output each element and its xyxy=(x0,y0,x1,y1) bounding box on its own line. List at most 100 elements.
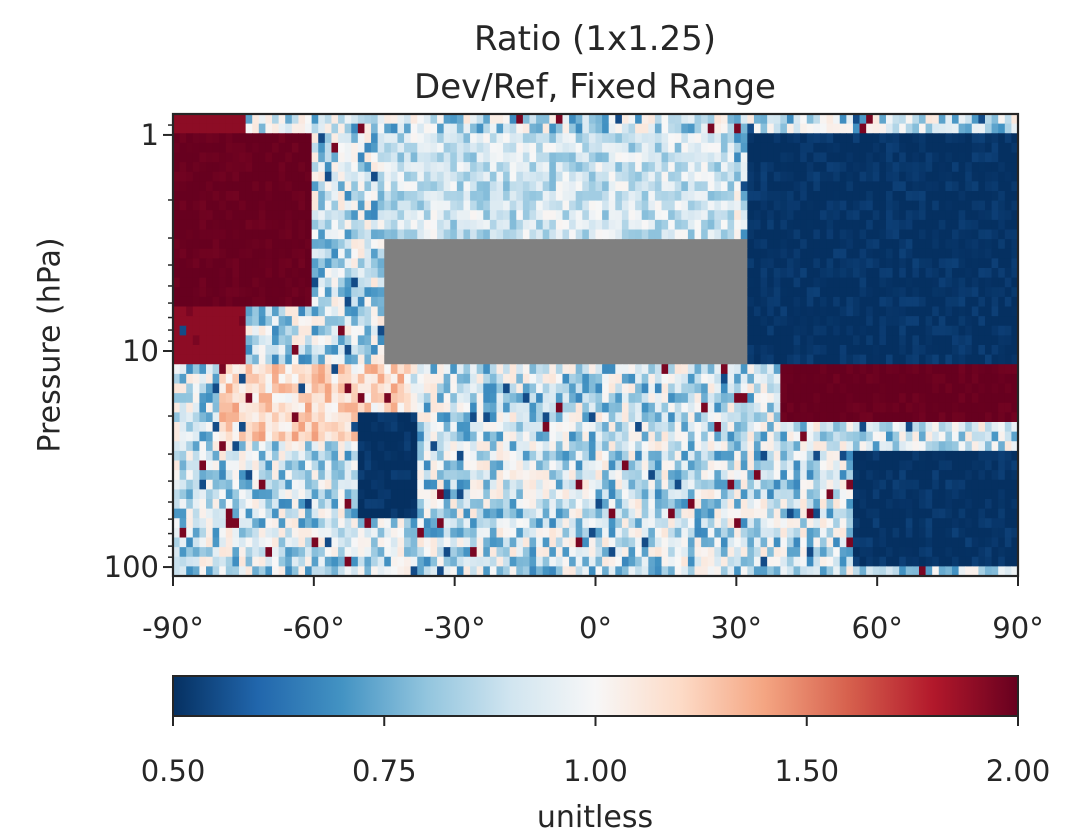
heatmap-cell xyxy=(780,123,788,134)
heatmap-cell xyxy=(192,364,200,375)
heatmap-cell xyxy=(476,277,484,288)
heatmap-cell xyxy=(905,239,913,250)
heatmap-cell xyxy=(489,219,498,231)
heatmap-cell xyxy=(278,470,286,481)
heatmap-cell xyxy=(833,393,841,404)
heatmap-cell xyxy=(272,422,280,433)
heatmap-cell xyxy=(509,306,517,317)
heatmap-cell xyxy=(588,402,597,413)
heatmap-cell xyxy=(192,239,200,250)
heatmap-cell xyxy=(555,181,564,192)
heatmap-cell xyxy=(357,306,366,317)
heatmap-cell xyxy=(206,450,214,462)
heatmap-cell xyxy=(661,200,669,211)
heatmap-cell xyxy=(272,316,280,327)
heatmap-cell xyxy=(681,335,689,346)
heatmap-cell xyxy=(998,316,1006,327)
heatmap-cell xyxy=(892,470,900,481)
heatmap-cell xyxy=(377,393,385,404)
heatmap-cell xyxy=(859,402,867,413)
heatmap-cell xyxy=(192,219,200,231)
heatmap-cell xyxy=(239,364,247,375)
heatmap-cell xyxy=(885,123,894,134)
heatmap-cell xyxy=(219,364,227,375)
heatmap-cell xyxy=(984,287,993,298)
heatmap-cell xyxy=(945,354,953,365)
heatmap-cell xyxy=(892,402,900,413)
heatmap-cell xyxy=(483,460,491,471)
heatmap-cell xyxy=(800,335,808,346)
heatmap-cell xyxy=(984,441,993,452)
heatmap-cell xyxy=(555,402,564,413)
heatmap-cell xyxy=(410,229,418,240)
heatmap-cell xyxy=(509,152,517,163)
heatmap-cell xyxy=(450,354,458,365)
heatmap-cell xyxy=(542,133,550,144)
heatmap-cell xyxy=(628,133,636,144)
heatmap-cell xyxy=(562,229,570,240)
heatmap-cell xyxy=(450,441,458,452)
heatmap-cell xyxy=(932,441,940,452)
heatmap-cell xyxy=(641,296,649,308)
heatmap-cell xyxy=(595,181,603,192)
heatmap-cell xyxy=(819,162,828,173)
heatmap-cell xyxy=(635,181,643,192)
heatmap-cell xyxy=(232,268,240,279)
heatmap-cell xyxy=(397,268,405,279)
heatmap-cell xyxy=(344,133,352,144)
heatmap-cell xyxy=(661,479,669,490)
heatmap-cell xyxy=(219,422,227,433)
heatmap-cell xyxy=(522,162,531,173)
heatmap-cell xyxy=(918,229,927,240)
heatmap-cell xyxy=(932,248,940,259)
heatmap-cell xyxy=(1004,383,1012,394)
heatmap-cell xyxy=(687,470,696,481)
heatmap-cell xyxy=(615,364,623,375)
heatmap-cell xyxy=(483,325,491,336)
heatmap-cell xyxy=(912,479,920,490)
heatmap-cell xyxy=(549,114,557,125)
heatmap-cell xyxy=(371,258,379,269)
heatmap-cell xyxy=(351,239,359,250)
heatmap-cell xyxy=(925,325,933,336)
heatmap-cell xyxy=(747,325,755,336)
heatmap-cell xyxy=(423,142,432,154)
heatmap-cell xyxy=(417,123,425,134)
heatmap-cell xyxy=(602,470,610,481)
heatmap-cell xyxy=(918,383,927,394)
heatmap-cell xyxy=(476,258,484,269)
heatmap-cell xyxy=(463,277,471,288)
heatmap-cell xyxy=(945,219,953,231)
heatmap-cell xyxy=(819,219,828,231)
heatmap-cell xyxy=(786,200,795,211)
heatmap-cell xyxy=(437,114,445,125)
heatmap-cell xyxy=(813,296,821,308)
heatmap-cell xyxy=(272,133,280,144)
heatmap-cell xyxy=(760,200,768,211)
heatmap-cell xyxy=(872,354,880,365)
heatmap-cell xyxy=(707,393,715,404)
heatmap-cell xyxy=(285,431,293,442)
heatmap-cell xyxy=(278,422,286,433)
heatmap-cell xyxy=(786,114,795,125)
heatmap-cell xyxy=(483,210,491,221)
heatmap-cell xyxy=(615,210,623,221)
heatmap-cell xyxy=(846,431,854,442)
heatmap-cell xyxy=(687,325,696,336)
heatmap-cell xyxy=(971,364,979,375)
heatmap-cell xyxy=(661,345,669,356)
heatmap-cell xyxy=(331,181,339,192)
heatmap-cell xyxy=(265,296,273,308)
heatmap-cell xyxy=(357,364,366,375)
heatmap-cell xyxy=(278,142,286,154)
heatmap-cell xyxy=(324,268,333,279)
heatmap-cell xyxy=(951,123,960,134)
heatmap-cell xyxy=(991,335,999,346)
heatmap-cell xyxy=(529,277,537,288)
heatmap-cell xyxy=(324,171,333,182)
heatmap-cell xyxy=(727,268,735,279)
heatmap-cell xyxy=(417,277,425,288)
heatmap-cell xyxy=(932,460,940,471)
heatmap-cell xyxy=(450,402,458,413)
heatmap-cell xyxy=(291,219,300,231)
